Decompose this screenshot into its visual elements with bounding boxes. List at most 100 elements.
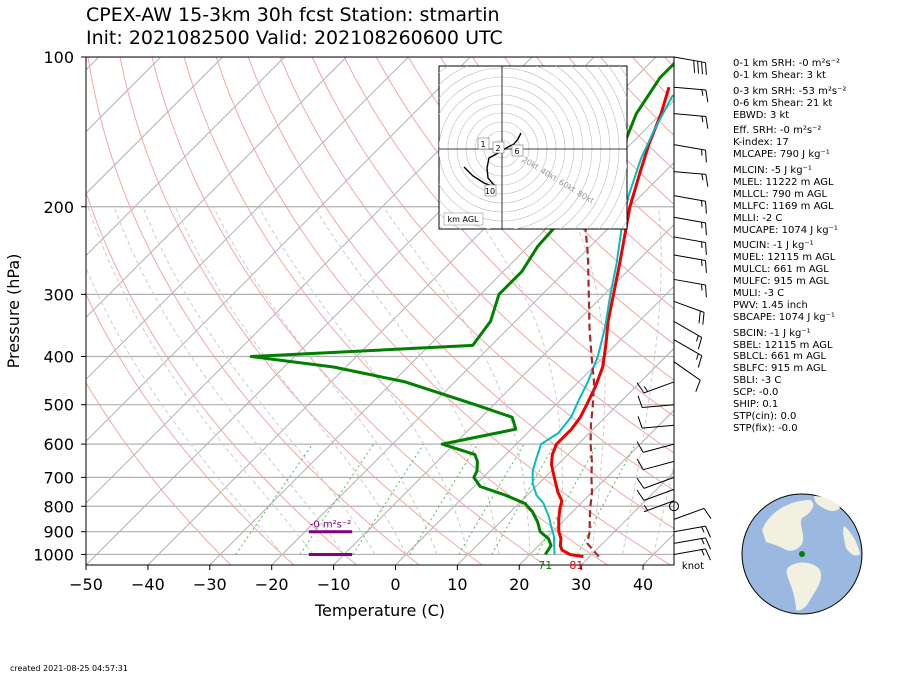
moist-adiabat bbox=[382, 206, 531, 555]
wind-barb bbox=[636, 488, 675, 501]
svg-text:2: 2 bbox=[495, 144, 500, 153]
wind-barb bbox=[673, 56, 707, 75]
indices-panel: 0-1 km SRH: -0 m²s⁻² 0-1 km Shear: 3 kt 0-… bbox=[733, 58, 846, 435]
moist-adiabat bbox=[567, 206, 606, 555]
dry-adiabat bbox=[375, 57, 674, 381]
index-row: MUEL: 12115 m AGL bbox=[733, 252, 836, 264]
north-america-shape bbox=[762, 500, 814, 551]
dry-adiabat bbox=[439, 57, 674, 310]
index-row: K-index: 17 bbox=[733, 137, 789, 149]
index-row: SBCAPE: 1074 J kg⁻¹ bbox=[733, 311, 835, 323]
dry-adiabat bbox=[86, 293, 295, 565]
dry-adiabat bbox=[471, 57, 674, 275]
wind-barb bbox=[673, 300, 705, 325]
dry-adiabat bbox=[86, 381, 232, 565]
y-tick-label: 1000 bbox=[33, 545, 74, 564]
x-tick-label: 10 bbox=[447, 575, 467, 594]
index-row: MLEL: 11222 m AGL bbox=[733, 177, 834, 189]
index-row: PWV: 1.45 inch bbox=[733, 299, 808, 311]
wind-barb bbox=[673, 113, 709, 129]
moist-adiabat bbox=[469, 206, 564, 555]
dry-adiabat bbox=[119, 57, 483, 565]
surface-temperature-label: 81 bbox=[569, 559, 583, 572]
index-row: MUCIN: -1 J kg⁻¹ bbox=[733, 240, 814, 252]
index-row: SHIP: 0.1 bbox=[733, 399, 779, 411]
created-timestamp: created 2021-08-25 04:57:31 bbox=[10, 664, 128, 673]
chart-title-line1: CPEX-AW 15-3km 30h fcst Station: stmarti… bbox=[86, 4, 500, 26]
moist-adiabat bbox=[142, 206, 376, 555]
wind-barb bbox=[673, 548, 712, 561]
x-tick-label: −10 bbox=[317, 575, 351, 594]
index-row: MUCAPE: 1074 J kg⁻¹ bbox=[733, 224, 838, 236]
mixing-ratio-line bbox=[458, 443, 525, 555]
greenland-shape bbox=[814, 496, 840, 512]
dry-adiabat bbox=[151, 57, 546, 565]
index-row: STP(fix): -0.0 bbox=[733, 422, 798, 434]
wind-barb bbox=[673, 361, 701, 392]
index-row: EBWD: 3 kt bbox=[733, 109, 790, 121]
hodograph-trace bbox=[463, 132, 522, 187]
index-row: MULI: -3 C bbox=[733, 288, 785, 300]
index-row: SBLCL: 661 m AGL bbox=[733, 351, 827, 363]
hodograph-height-label: 10 bbox=[484, 184, 497, 197]
dry-adiabat bbox=[279, 57, 674, 492]
index-row: STP(cin): 0.0 bbox=[733, 410, 797, 422]
y-tick-label: 600 bbox=[43, 435, 74, 454]
index-row: SBEL: 12115 m AGL bbox=[733, 339, 833, 351]
wind-barb bbox=[673, 507, 712, 520]
africa-shape bbox=[843, 526, 860, 556]
isotherm bbox=[86, 57, 285, 257]
index-row: MLLFC: 1169 m AGL bbox=[733, 200, 834, 212]
wind-barb bbox=[673, 537, 712, 550]
x-tick-label: −40 bbox=[131, 575, 165, 594]
y-tick-label: 400 bbox=[43, 348, 74, 367]
hodograph-height-label: 6 bbox=[511, 144, 524, 157]
mixing-ratio-line bbox=[577, 443, 636, 555]
svg-text:6: 6 bbox=[514, 147, 519, 156]
isotherm bbox=[86, 57, 409, 381]
index-row: SBLI: -3 C bbox=[733, 375, 782, 387]
x-tick-label: −50 bbox=[69, 575, 103, 594]
mixing-ratio-line bbox=[409, 443, 479, 555]
wind-barb bbox=[673, 171, 709, 187]
dry-adiabat bbox=[86, 190, 357, 565]
index-row: MULCL: 661 m AGL bbox=[733, 264, 829, 276]
moist-adiabat bbox=[87, 206, 314, 555]
wind-barb bbox=[673, 144, 707, 163]
index-row: Eff. SRH: -0 m²s⁻² bbox=[733, 125, 822, 137]
index-row: MLCAPE: 790 J kg⁻¹ bbox=[733, 149, 830, 161]
dry-adiabat bbox=[343, 57, 674, 417]
isotherm bbox=[209, 100, 674, 565]
wind-barb bbox=[673, 320, 703, 350]
wind-barb bbox=[673, 254, 707, 273]
isotherm bbox=[86, 57, 471, 442]
location-globe bbox=[741, 493, 863, 615]
isotherm bbox=[395, 285, 674, 565]
surface-dewpoint-label: 71 bbox=[538, 559, 552, 572]
dry-adiabat bbox=[247, 57, 674, 530]
isotherm bbox=[86, 57, 347, 319]
wind-barb bbox=[673, 216, 707, 236]
y-tick-label: 300 bbox=[43, 285, 74, 304]
svg-text:km AGL: km AGL bbox=[448, 215, 480, 224]
index-row: 0-3 km SRH: -53 m²s⁻² bbox=[733, 85, 847, 97]
calm-wind-marker bbox=[669, 501, 679, 512]
moist-adiabat bbox=[622, 206, 662, 555]
wind-barb bbox=[637, 395, 675, 408]
wind-barb bbox=[643, 500, 675, 513]
x-tick-label: 40 bbox=[633, 575, 653, 594]
index-row: MLLCL: 790 m AGL bbox=[733, 188, 828, 200]
index-row: 0-6 km Shear: 21 kt bbox=[733, 97, 833, 109]
mixing-ratio-line bbox=[235, 443, 314, 555]
x-tick-label: 20 bbox=[509, 575, 529, 594]
mixing-ratio-line bbox=[299, 443, 375, 555]
wind-barb bbox=[637, 416, 675, 429]
wind-barb bbox=[673, 86, 709, 103]
wind-barb bbox=[673, 339, 703, 368]
isotherm bbox=[271, 161, 674, 565]
axes: 71 81 −50 −40 −30 −20 −10 0 10 20 30 40 100 200 300 400… bbox=[33, 48, 653, 594]
index-row: SBCIN: -1 J kg⁻¹ bbox=[733, 327, 811, 339]
x-tick-label: 30 bbox=[571, 575, 591, 594]
